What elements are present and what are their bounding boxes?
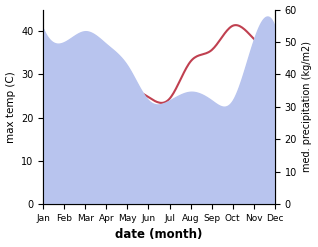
X-axis label: date (month): date (month) [115,228,203,242]
Y-axis label: med. precipitation (kg/m2): med. precipitation (kg/m2) [302,41,313,172]
Y-axis label: max temp (C): max temp (C) [5,71,16,143]
